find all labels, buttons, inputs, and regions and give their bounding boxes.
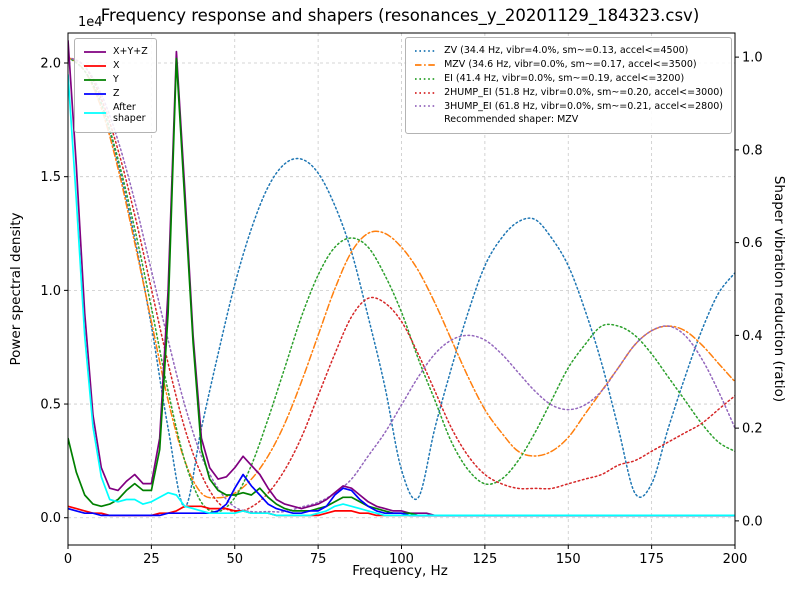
right-y-axis-label: Shaper vibration reduction (ratio) — [771, 175, 787, 403]
legend-label: 2HUMP_EI (51.8 Hz, vibr=0.0%, sm~=0.20, … — [444, 86, 723, 98]
recommended-shaper-note: Recommended shaper: MZV — [444, 114, 723, 126]
legend-item-after-shaper: After shaper — [83, 102, 148, 126]
legend-item-mzv: MZV (34.6 Hz, vibr=0.0%, sm~=0.17, accel… — [414, 59, 723, 71]
svg-text:0.5: 0.5 — [40, 398, 61, 413]
y-axis-offset-text: 1e4 — [78, 15, 103, 30]
svg-text:0.0: 0.0 — [40, 511, 61, 526]
line-swatch-icon — [84, 112, 106, 115]
svg-text:50: 50 — [226, 552, 243, 567]
legend-label: After shaper — [113, 101, 146, 125]
svg-text:125: 125 — [472, 552, 497, 567]
svg-text:0.6: 0.6 — [742, 236, 763, 251]
legend-item-x: X — [83, 60, 148, 72]
legend-item-ei: EI (41.4 Hz, vibr=0.0%, sm~=0.19, accel<… — [414, 73, 723, 85]
line-swatch-icon — [415, 91, 438, 94]
legend-label: Z — [113, 87, 120, 99]
line-swatch-icon — [84, 64, 106, 67]
legend-label: EI (41.4 Hz, vibr=0.0%, sm~=0.19, accel<… — [444, 72, 685, 84]
svg-text:1.0: 1.0 — [40, 284, 61, 299]
legend-item-2hump-ei: 2HUMP_EI (51.8 Hz, vibr=0.0%, sm~=0.20, … — [414, 87, 723, 99]
line-swatch-icon — [415, 77, 438, 80]
legend-item-y: Y — [83, 74, 148, 86]
chart-title: Frequency response and shapers (resonanc… — [100, 6, 700, 25]
svg-text:25: 25 — [143, 552, 160, 567]
line-swatch-icon — [415, 63, 438, 66]
svg-text:0: 0 — [64, 552, 72, 567]
legend-label: 3HUMP_EI (61.8 Hz, vibr=0.0%, sm~=0.21, … — [444, 100, 723, 112]
legend-label: X+Y+Z — [113, 46, 148, 57]
line-swatch-icon — [415, 105, 438, 108]
svg-text:150: 150 — [556, 552, 581, 567]
psd-legend: X+Y+Z X Y Z After shaper — [74, 38, 157, 134]
shapers-legend: ZV (34.4 Hz, vibr=4.0%, sm~=0.13, accel<… — [405, 37, 732, 135]
svg-text:200: 200 — [723, 552, 748, 567]
legend-item-xyz: X+Y+Z — [83, 46, 148, 58]
svg-text:2.0: 2.0 — [40, 57, 61, 72]
legend-label: ZV (34.4 Hz, vibr=4.0%, sm~=0.13, accel<… — [444, 45, 689, 56]
legend-item-3hump-ei: 3HUMP_EI (61.8 Hz, vibr=0.0%, sm~=0.21, … — [414, 101, 723, 113]
recommended-shaper-text: Recommended shaper: MZV — [444, 114, 579, 126]
line-swatch-icon — [84, 51, 106, 53]
legend-label: Y — [113, 73, 119, 85]
svg-text:75: 75 — [310, 552, 327, 567]
legend-label: MZV (34.6 Hz, vibr=0.0%, sm~=0.17, accel… — [444, 58, 697, 70]
svg-text:0.0: 0.0 — [742, 514, 763, 529]
line-swatch-icon — [84, 78, 106, 81]
line-swatch-icon — [84, 92, 106, 95]
legend-item-z: Z — [83, 88, 148, 100]
legend-item-zv: ZV (34.4 Hz, vibr=4.0%, sm~=0.13, accel<… — [414, 45, 723, 57]
svg-text:0.2: 0.2 — [742, 422, 763, 437]
legend-label: X — [113, 59, 120, 71]
svg-text:0.4: 0.4 — [742, 329, 763, 344]
x-axis-label: Frequency, Hz — [352, 563, 448, 579]
svg-text:0.8: 0.8 — [742, 143, 763, 158]
svg-text:175: 175 — [639, 552, 664, 567]
left-y-axis-label: Power spectral density — [8, 212, 24, 366]
svg-text:1.5: 1.5 — [40, 170, 61, 185]
svg-text:100: 100 — [389, 552, 414, 567]
line-swatch-icon — [415, 50, 438, 52]
svg-text:1.0: 1.0 — [742, 51, 763, 66]
